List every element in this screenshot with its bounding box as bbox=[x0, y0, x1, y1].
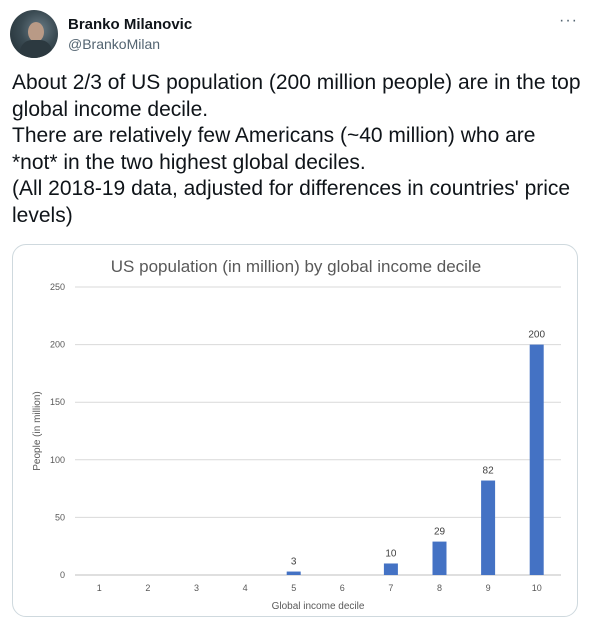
x-tick-label: 7 bbox=[388, 583, 393, 593]
y-tick-label: 0 bbox=[60, 570, 65, 580]
x-tick-label: 6 bbox=[340, 583, 345, 593]
tweet-media-chart[interactable]: US population (in million) by global inc… bbox=[12, 244, 578, 617]
bar bbox=[432, 541, 447, 575]
x-axis-title: Global income decile bbox=[272, 601, 365, 612]
x-tick-label: 8 bbox=[437, 583, 442, 593]
avatar[interactable] bbox=[10, 10, 58, 58]
tweet-text-line: (All 2018-19 data, adjusted for differen… bbox=[12, 177, 571, 227]
data-label: 3 bbox=[291, 557, 297, 568]
y-axis-title: People (in million) bbox=[32, 391, 43, 470]
y-tick-label: 150 bbox=[50, 397, 65, 407]
author-name[interactable]: Branko Milanovic bbox=[68, 16, 193, 33]
y-tick-label: 200 bbox=[50, 340, 65, 350]
x-tick-label: 2 bbox=[145, 583, 150, 593]
x-tick-label: 3 bbox=[194, 583, 199, 593]
y-tick-label: 100 bbox=[50, 455, 65, 465]
bar-chart: 0 50 100 150 200 250 1 2 3 4 3 5 6 10 7 29 8 82 9 200 10 Glob… bbox=[32, 282, 561, 612]
author-handle[interactable]: @BrankoMilan bbox=[68, 36, 161, 52]
data-label: 82 bbox=[483, 466, 495, 477]
avatar-face bbox=[28, 22, 44, 42]
y-tick-label: 50 bbox=[55, 512, 65, 522]
x-tick-label: 5 bbox=[291, 583, 296, 593]
more-options-icon[interactable]: ··· bbox=[559, 12, 578, 29]
data-label: 29 bbox=[434, 527, 446, 538]
x-tick-label: 4 bbox=[243, 583, 248, 593]
tweet-text-line: About 2/3 of US population (200 million … bbox=[12, 71, 581, 121]
data-label: 10 bbox=[385, 548, 397, 559]
bar bbox=[529, 344, 544, 575]
data-label: 200 bbox=[528, 330, 545, 341]
tweet-header: Branko Milanovic @BrankoMilan ··· bbox=[10, 10, 584, 60]
avatar-body bbox=[20, 40, 52, 58]
x-tick-label: 10 bbox=[532, 583, 542, 593]
bar bbox=[286, 571, 301, 575]
bar bbox=[481, 480, 496, 575]
y-tick-label: 250 bbox=[50, 282, 65, 292]
x-tick-label: 1 bbox=[97, 583, 102, 593]
chart-title: US population (in million) by global inc… bbox=[110, 257, 482, 276]
tweet-text-line: There are relatively few Americans (~40 … bbox=[12, 124, 536, 174]
x-tick-label: 9 bbox=[486, 583, 491, 593]
tweet-text: About 2/3 of US population (200 million … bbox=[12, 70, 586, 229]
bar bbox=[383, 563, 398, 575]
